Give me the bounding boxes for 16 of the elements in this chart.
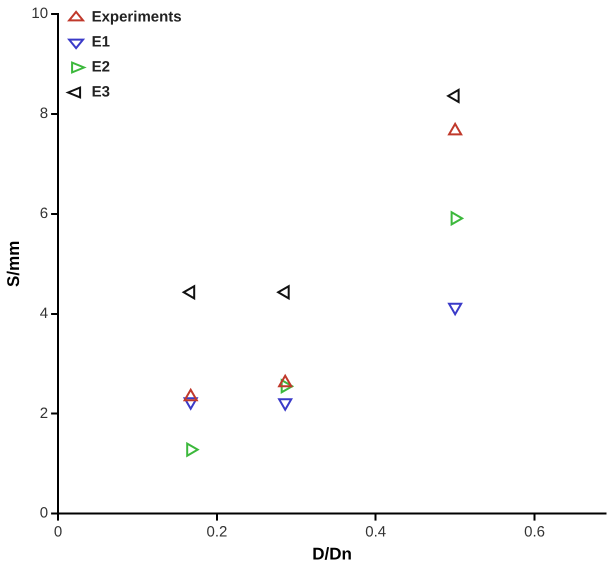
legend-label: E2 xyxy=(92,58,110,76)
x-tick-label: 0 xyxy=(54,524,62,541)
legend-label: Experiments xyxy=(92,8,182,26)
x-tick-label: 0.6 xyxy=(524,524,545,541)
x-tick-label: 0.4 xyxy=(365,524,386,541)
y-tick-label: 2 xyxy=(40,404,48,422)
y-tick-label: 8 xyxy=(40,105,48,122)
y-axis-title: S/mm xyxy=(4,240,23,287)
y-tick-label: 0 xyxy=(40,504,48,522)
legend-label: E1 xyxy=(92,34,110,51)
y-tick-label: 4 xyxy=(40,304,48,322)
y-tick-label: 6 xyxy=(40,204,48,222)
y-tick-label: 10 xyxy=(31,5,48,22)
legend-label: E3 xyxy=(92,84,110,101)
x-axis-title: D/Dn xyxy=(312,544,352,564)
x-tick-label: 0.2 xyxy=(206,524,228,541)
